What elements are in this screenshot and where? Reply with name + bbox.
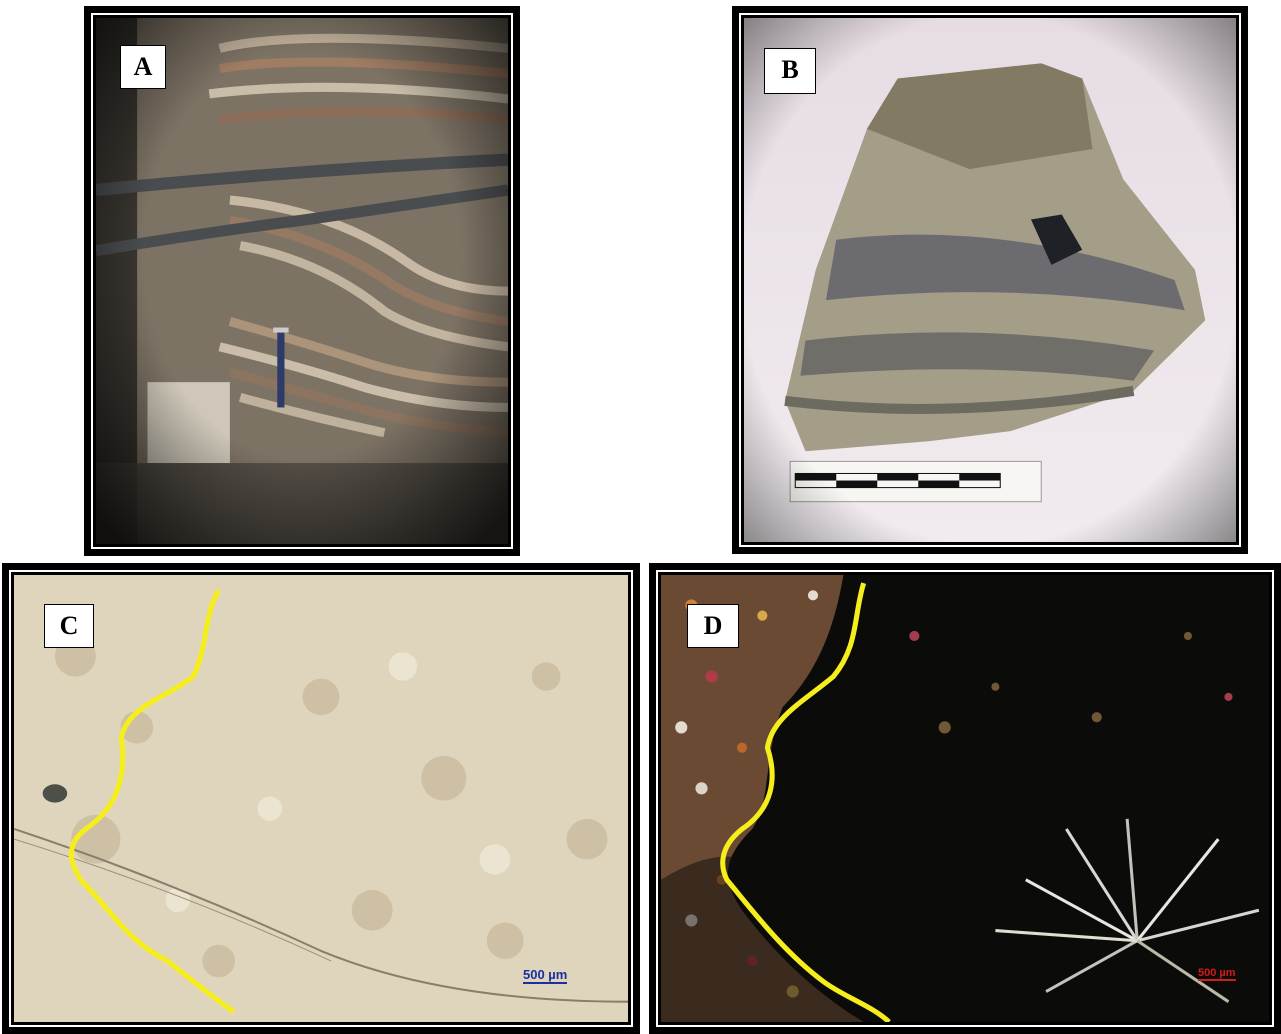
panel-label: A [120, 45, 166, 89]
scale-bar-label: 500 µm [1198, 967, 1236, 981]
contact-trace [68, 588, 236, 1014]
panel-c: C 500 µm [2, 563, 640, 1034]
hand-specimen-photo [744, 18, 1236, 542]
outcrop-photo [96, 18, 508, 544]
panel-label: C [44, 604, 94, 648]
radiating-crystal-cluster [995, 818, 1260, 1003]
panel-label: B [764, 48, 816, 94]
contact-trace [720, 582, 891, 1022]
panel-c-frame: C 500 µm [9, 570, 633, 1027]
panel-b: B [732, 6, 1248, 554]
scale-bar-label: 500 µm [523, 967, 568, 984]
panel-a: A [84, 6, 520, 556]
panel-d-frame: D 500 µm [656, 570, 1274, 1027]
panel-d: D 500 µm [649, 563, 1281, 1034]
panel-label: D [687, 604, 739, 648]
panel-b-frame: B [739, 13, 1241, 547]
thin-section-ppl [14, 575, 628, 1022]
thin-section-xpl [661, 575, 1269, 1022]
panel-a-frame: A [91, 13, 513, 549]
